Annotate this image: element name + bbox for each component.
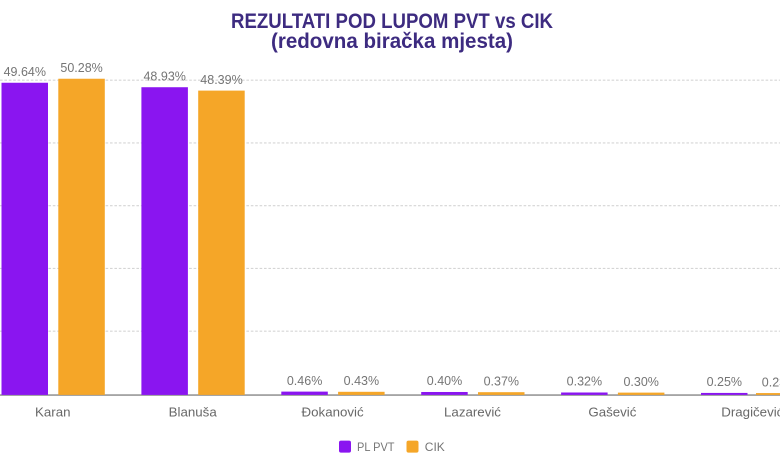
svg-text:0.23%: 0.23%: [762, 375, 780, 389]
svg-text:0.30%: 0.30%: [623, 375, 658, 389]
svg-text:Đokanović: Đokanović: [302, 405, 364, 420]
svg-text:49.64%: 49.64%: [4, 65, 46, 79]
svg-text:50.28%: 50.28%: [60, 61, 102, 75]
svg-text:PL PVT: PL PVT: [357, 440, 395, 454]
svg-text:0.46%: 0.46%: [287, 374, 322, 388]
svg-text:48.93%: 48.93%: [143, 69, 185, 83]
svg-text:48.39%: 48.39%: [200, 73, 242, 87]
svg-text:0.25%: 0.25%: [707, 375, 742, 389]
svg-text:0.40%: 0.40%: [427, 374, 462, 388]
svg-text:Karan: Karan: [35, 405, 70, 420]
svg-text:Lazarević: Lazarević: [444, 405, 501, 420]
svg-text:(redovna biračka mjesta): (redovna biračka mjesta): [271, 30, 513, 53]
svg-text:Gašević: Gašević: [588, 405, 636, 420]
svg-text:CIK: CIK: [425, 440, 445, 454]
svg-text:Blanuša: Blanuša: [169, 405, 218, 420]
svg-text:0.43%: 0.43%: [344, 374, 379, 388]
svg-text:0.32%: 0.32%: [567, 375, 602, 389]
svg-text:REZULTATI POD LUPOM PVT vs CIK: REZULTATI POD LUPOM PVT vs CIK: [231, 10, 553, 33]
svg-text:Dragičević: Dragičević: [721, 405, 780, 420]
svg-text:0.37%: 0.37%: [484, 374, 519, 388]
